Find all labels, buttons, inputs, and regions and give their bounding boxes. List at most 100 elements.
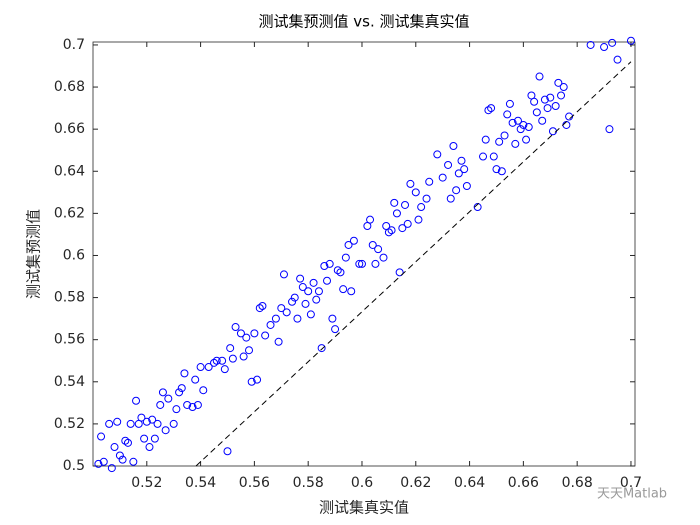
watermark: 天天Matlab (597, 487, 667, 502)
scatter-point (516, 125, 525, 134)
scatter-point (341, 253, 350, 262)
y-tick-label: 0.52 (54, 416, 85, 432)
x-tick-label: 0.68 (562, 475, 593, 491)
scatter-point (462, 182, 471, 190)
scatter-point (188, 403, 197, 412)
scatter-point (446, 194, 455, 203)
x-tick-label: 0.7 (620, 475, 642, 491)
chart-title: 测试集预测值 vs. 测试集真实值 (259, 13, 470, 31)
scatter-point (508, 118, 517, 127)
scatter-point (239, 352, 248, 361)
scatter-point (505, 99, 514, 108)
scatter-point (142, 417, 151, 426)
y-tick-label: 0.64 (54, 163, 85, 179)
scatter-point (328, 314, 337, 323)
scatter-point (406, 179, 415, 188)
x-tick-label: 0.58 (293, 475, 324, 491)
scatter-point (110, 443, 119, 452)
scatter-point (169, 419, 178, 428)
scatter-point (223, 447, 232, 456)
y-tick-label: 0.7 (63, 37, 85, 53)
scatter-point (479, 152, 488, 161)
scatter-point (444, 160, 453, 169)
scatter-point (113, 417, 122, 426)
scatter-point (374, 245, 383, 254)
scatter-point (107, 464, 116, 473)
scatter-point (613, 55, 622, 64)
y-tick-label: 0.68 (54, 79, 85, 95)
scatter-point (538, 116, 547, 125)
scatter-point (231, 323, 240, 332)
scatter-point (401, 200, 410, 209)
scatter-point (150, 434, 159, 443)
scatter-point (551, 102, 560, 110)
scatter-point (511, 139, 520, 148)
scatter-point (242, 333, 251, 342)
scatter-point (218, 356, 227, 365)
scatter-point (210, 358, 219, 367)
scatter-point (94, 459, 103, 468)
scatter-point (304, 287, 313, 296)
scatter-point (392, 209, 401, 218)
x-tick-label: 0.52 (131, 475, 162, 491)
scatter-point (425, 177, 434, 186)
scatter-point (140, 434, 149, 443)
scatter-point (600, 43, 609, 52)
scatter-point (379, 253, 388, 262)
x-tick-label: 0.62 (400, 475, 431, 491)
scatter-point (497, 167, 506, 176)
scatter-point (309, 278, 318, 287)
scatter-point (247, 377, 256, 386)
scatter-point (271, 314, 280, 323)
scatter-point (306, 310, 315, 319)
scatter-point (422, 194, 431, 203)
x-tick-label: 0.54 (185, 475, 216, 491)
scatter-point (519, 120, 528, 129)
scatter-point (105, 419, 114, 428)
scatter-point (355, 259, 364, 268)
scatter-point (145, 443, 154, 452)
scatter-point (554, 78, 563, 87)
y-tick-label: 0.58 (54, 290, 85, 306)
x-tick-label: 0.6 (351, 475, 373, 491)
scatter-point (460, 165, 469, 174)
scatter-point (196, 363, 205, 372)
scatter-point (115, 451, 124, 460)
scatter-point (226, 344, 235, 353)
scatter-point (255, 304, 264, 313)
y-tick-label: 0.66 (54, 121, 85, 137)
scatter-point (312, 295, 321, 304)
scatter-point (212, 356, 221, 365)
x-tick-label: 0.56 (239, 475, 270, 491)
scatter-point (175, 388, 184, 397)
scatter-point (282, 308, 291, 317)
scatter-point (626, 36, 635, 45)
scatter-point (164, 394, 173, 403)
scatter-point (339, 285, 348, 294)
scatter-point (487, 104, 496, 113)
scatter-point (245, 346, 254, 355)
scatter-point (126, 419, 135, 428)
scatter-point (357, 259, 366, 268)
scatter-point (522, 135, 531, 144)
scatter-point (236, 329, 245, 338)
scatter-point (99, 457, 108, 466)
scatter-point (288, 297, 297, 306)
y-axis-label: 测试集预测值 (25, 209, 43, 299)
scatter-point (530, 97, 539, 106)
scatter-point (500, 131, 509, 140)
scatter-point (524, 123, 533, 132)
scatter-point (403, 219, 412, 228)
scatter-point (411, 188, 420, 197)
scatter-point (535, 72, 544, 81)
scatter-point (323, 276, 332, 285)
scatter-point (132, 396, 141, 405)
scatter-point (414, 215, 423, 224)
scatter-point (559, 83, 568, 92)
scatter-point (314, 287, 323, 296)
scatter-point (395, 268, 404, 277)
scatter-point (298, 283, 307, 292)
scatter-point (586, 40, 595, 49)
scatter-point (605, 125, 614, 134)
